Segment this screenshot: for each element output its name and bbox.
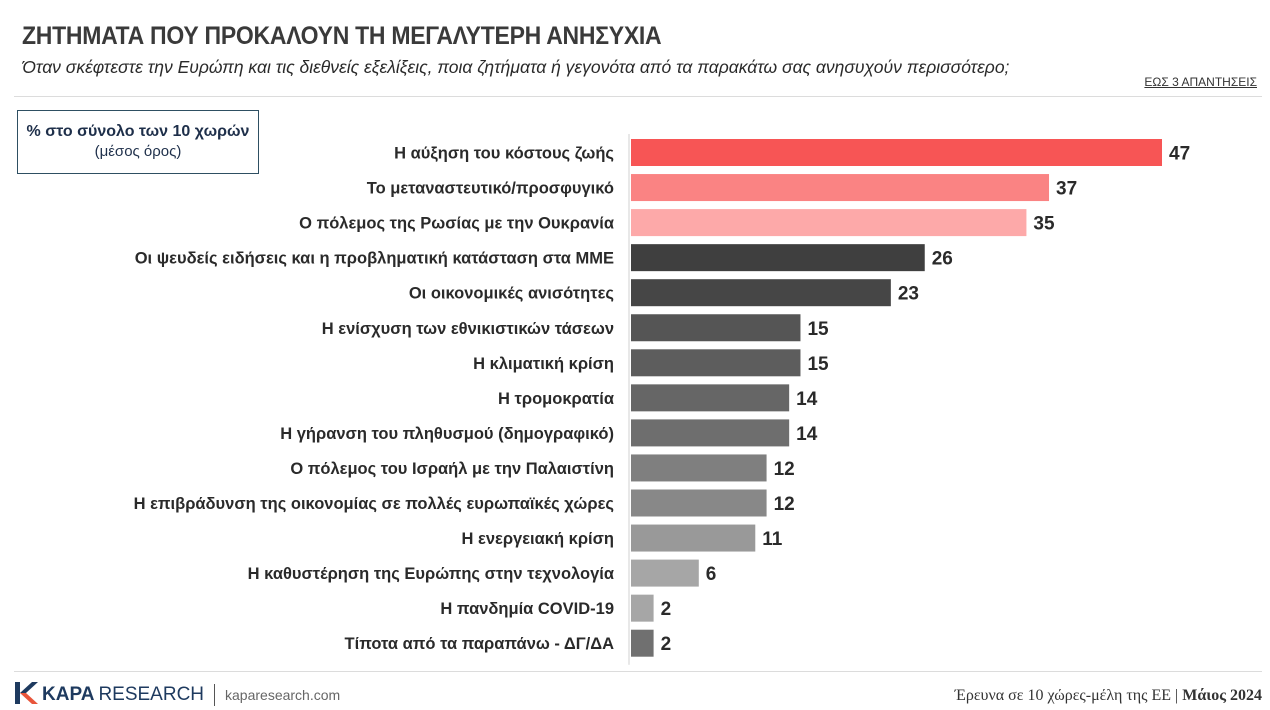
answers-note: ΕΩΣ 3 ΑΠΑΝΤΗΣΕΙΣ (1144, 75, 1257, 89)
category-label: Η γήρανση του πληθυσμού (δημογραφικό) (280, 425, 614, 443)
bar (631, 489, 767, 517)
bar (631, 279, 891, 307)
bar (631, 629, 654, 657)
value-label: 11 (762, 529, 783, 550)
category-label: Η ενεργειακή κρίση (461, 530, 614, 548)
question-subtitle: Όταν σκέφτεστε την Ευρώπη και τις διεθνε… (22, 57, 1010, 77)
bar (631, 384, 790, 412)
bar (631, 209, 1027, 237)
legend-sub-text: (μέσος όρος) (94, 143, 182, 160)
category-label: Οι οικονομικές ανισότητες (409, 285, 614, 303)
bar (631, 139, 1162, 166)
value-label: 14 (796, 389, 818, 410)
category-label: Η ενίσχυση των εθνικιστικών τάσεων (322, 320, 614, 338)
category-label: Οι ψευδείς ειδήσεις και η προβληματική κ… (135, 250, 614, 268)
survey-date: Μάιος 2024 (1182, 687, 1262, 704)
legend-main-text: % στο σύνολο των 10 χωρών (26, 123, 250, 140)
value-label: 47 (1169, 144, 1190, 165)
category-label: Η κλιματική κρίση (473, 355, 614, 373)
value-label: 2 (661, 634, 672, 655)
brand-name-strong: KAPA (42, 684, 95, 705)
bar (631, 419, 790, 447)
bar (631, 454, 767, 482)
category-label: Η αύξηση του κόστους ζωής (394, 145, 614, 163)
category-label: Ο πόλεμος του Ισραήλ με την Παλαιστίνη (290, 460, 614, 478)
bar (631, 524, 756, 552)
bar (631, 594, 654, 622)
bar (631, 314, 801, 342)
footer-survey-info: Έρευνα σε 10 χώρες-μέλη της ΕΕ | Μάιος 2… (955, 687, 1262, 705)
footer-logo: KAPA RESEARCH kaparesearch.com (14, 681, 341, 710)
category-label: Ο πόλεμος της Ρωσίας με την Ουκρανία (299, 215, 614, 233)
value-label: 23 (898, 284, 919, 305)
logo-separator (214, 684, 216, 706)
website-link[interactable]: kaparesearch.com (225, 687, 341, 703)
bar (631, 174, 1050, 202)
brand-name-light: RESEARCH (98, 684, 205, 705)
kapa-k-logo-icon (14, 681, 38, 710)
value-label: 15 (807, 319, 829, 340)
legend-box: % στο σύνολο των 10 χωρών (μέσος όρος) (17, 110, 259, 174)
value-label: 12 (774, 494, 795, 515)
category-label: Η καθυστέρηση της Ευρώπης στην τεχνολογί… (248, 565, 614, 583)
page-title: ΖΗΤΗΜΑΤΑ ΠΟΥ ΠΡΟΚΑΛΟΥΝ ΤΗ ΜΕΓΑΛΥΤΕΡΗ ΑΝΗ… (22, 22, 662, 50)
value-label: 26 (932, 249, 953, 270)
bar (631, 349, 801, 377)
category-label: Η πανδημία COVID-19 (440, 600, 614, 618)
value-label: 2 (661, 599, 672, 620)
value-label: 14 (796, 424, 818, 445)
value-label: 12 (774, 459, 795, 480)
value-label: 15 (807, 354, 829, 375)
survey-text: Έρευνα σε 10 χώρες-μέλη της ΕΕ | (954, 687, 1179, 704)
category-label: Η τρομοκρατία (498, 390, 614, 408)
value-label: 37 (1056, 179, 1077, 200)
bar (631, 559, 699, 587)
value-label: 6 (706, 564, 717, 585)
bottom-divider (14, 671, 1262, 672)
category-label: Η επιβράδυνση της οικονομίας σε πολλές ε… (134, 495, 614, 513)
category-label: Το μεταναστευτικό/προσφυγικό (367, 180, 614, 198)
value-label: 35 (1033, 214, 1055, 235)
category-label: Τίποτα από τα παραπάνω - ΔΓ/ΔΑ (345, 635, 615, 653)
top-divider (14, 96, 1262, 97)
bar (631, 244, 925, 272)
